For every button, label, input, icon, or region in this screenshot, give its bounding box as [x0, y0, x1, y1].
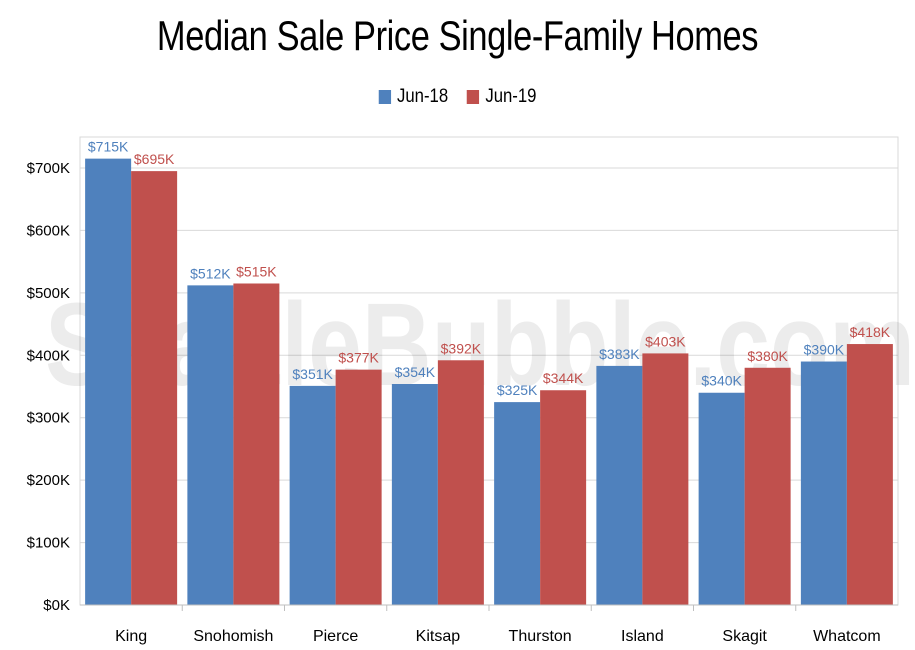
data-label: $695K	[134, 151, 175, 167]
data-label: $383K	[599, 346, 640, 362]
category-label: Island	[621, 628, 664, 645]
legend-label-jun-19: Jun-19	[485, 86, 537, 107]
y-tick-label: $400K	[27, 347, 70, 364]
data-label: $380K	[747, 348, 788, 364]
legend-swatch-jun-19	[466, 90, 480, 104]
data-label: $715K	[88, 139, 129, 155]
legend-item-jun-19: Jun-19	[466, 86, 537, 108]
y-tick-label: $200K	[27, 472, 70, 489]
data-label: $354K	[395, 364, 436, 380]
bar	[642, 353, 689, 605]
bar	[800, 361, 847, 605]
data-label: $377K	[338, 350, 379, 366]
bar	[335, 369, 382, 605]
data-label: $325K	[497, 382, 538, 398]
legend: Jun-18 Jun-19	[55, 86, 860, 110]
bar	[846, 344, 893, 605]
legend-label-jun-18: Jun-18	[397, 86, 449, 107]
category-label: Kitsap	[416, 628, 461, 645]
bar	[85, 158, 132, 605]
bar	[187, 285, 234, 605]
bar	[233, 283, 280, 605]
data-label: $512K	[190, 265, 231, 281]
data-label: $515K	[236, 263, 277, 279]
bar	[596, 365, 643, 605]
bar	[437, 360, 484, 605]
legend-item-jun-18: Jun-18	[378, 86, 449, 108]
data-label: $403K	[645, 333, 686, 349]
y-tick-label: $0K	[43, 597, 70, 614]
category-label: King	[115, 628, 147, 645]
y-tick-label: $500K	[27, 285, 70, 302]
data-label: $340K	[701, 373, 742, 389]
category-label: Skagit	[722, 628, 767, 645]
data-label: $390K	[804, 342, 845, 358]
category-label: Thurston	[509, 628, 572, 645]
y-tick-label: $600K	[27, 222, 70, 239]
bar	[131, 171, 178, 605]
bar	[698, 392, 745, 605]
y-tick-label: $300K	[27, 410, 70, 427]
data-label: $351K	[292, 366, 333, 382]
bar	[744, 367, 791, 605]
y-tick-label: $100K	[27, 535, 70, 552]
chart-title: Median Sale Price Single-Family Homes	[156, 12, 759, 59]
bar	[391, 384, 438, 605]
bar	[494, 402, 541, 605]
category-label: Whatcom	[813, 628, 881, 645]
data-label: $418K	[850, 324, 891, 340]
bar	[289, 385, 336, 605]
category-label: Snohomish	[193, 628, 273, 645]
category-label: Pierce	[313, 628, 358, 645]
data-label: $392K	[441, 340, 482, 356]
bar	[540, 390, 587, 605]
y-tick-label: $700K	[27, 160, 70, 177]
legend-swatch-jun-18	[378, 90, 391, 104]
data-label: $344K	[543, 370, 584, 386]
